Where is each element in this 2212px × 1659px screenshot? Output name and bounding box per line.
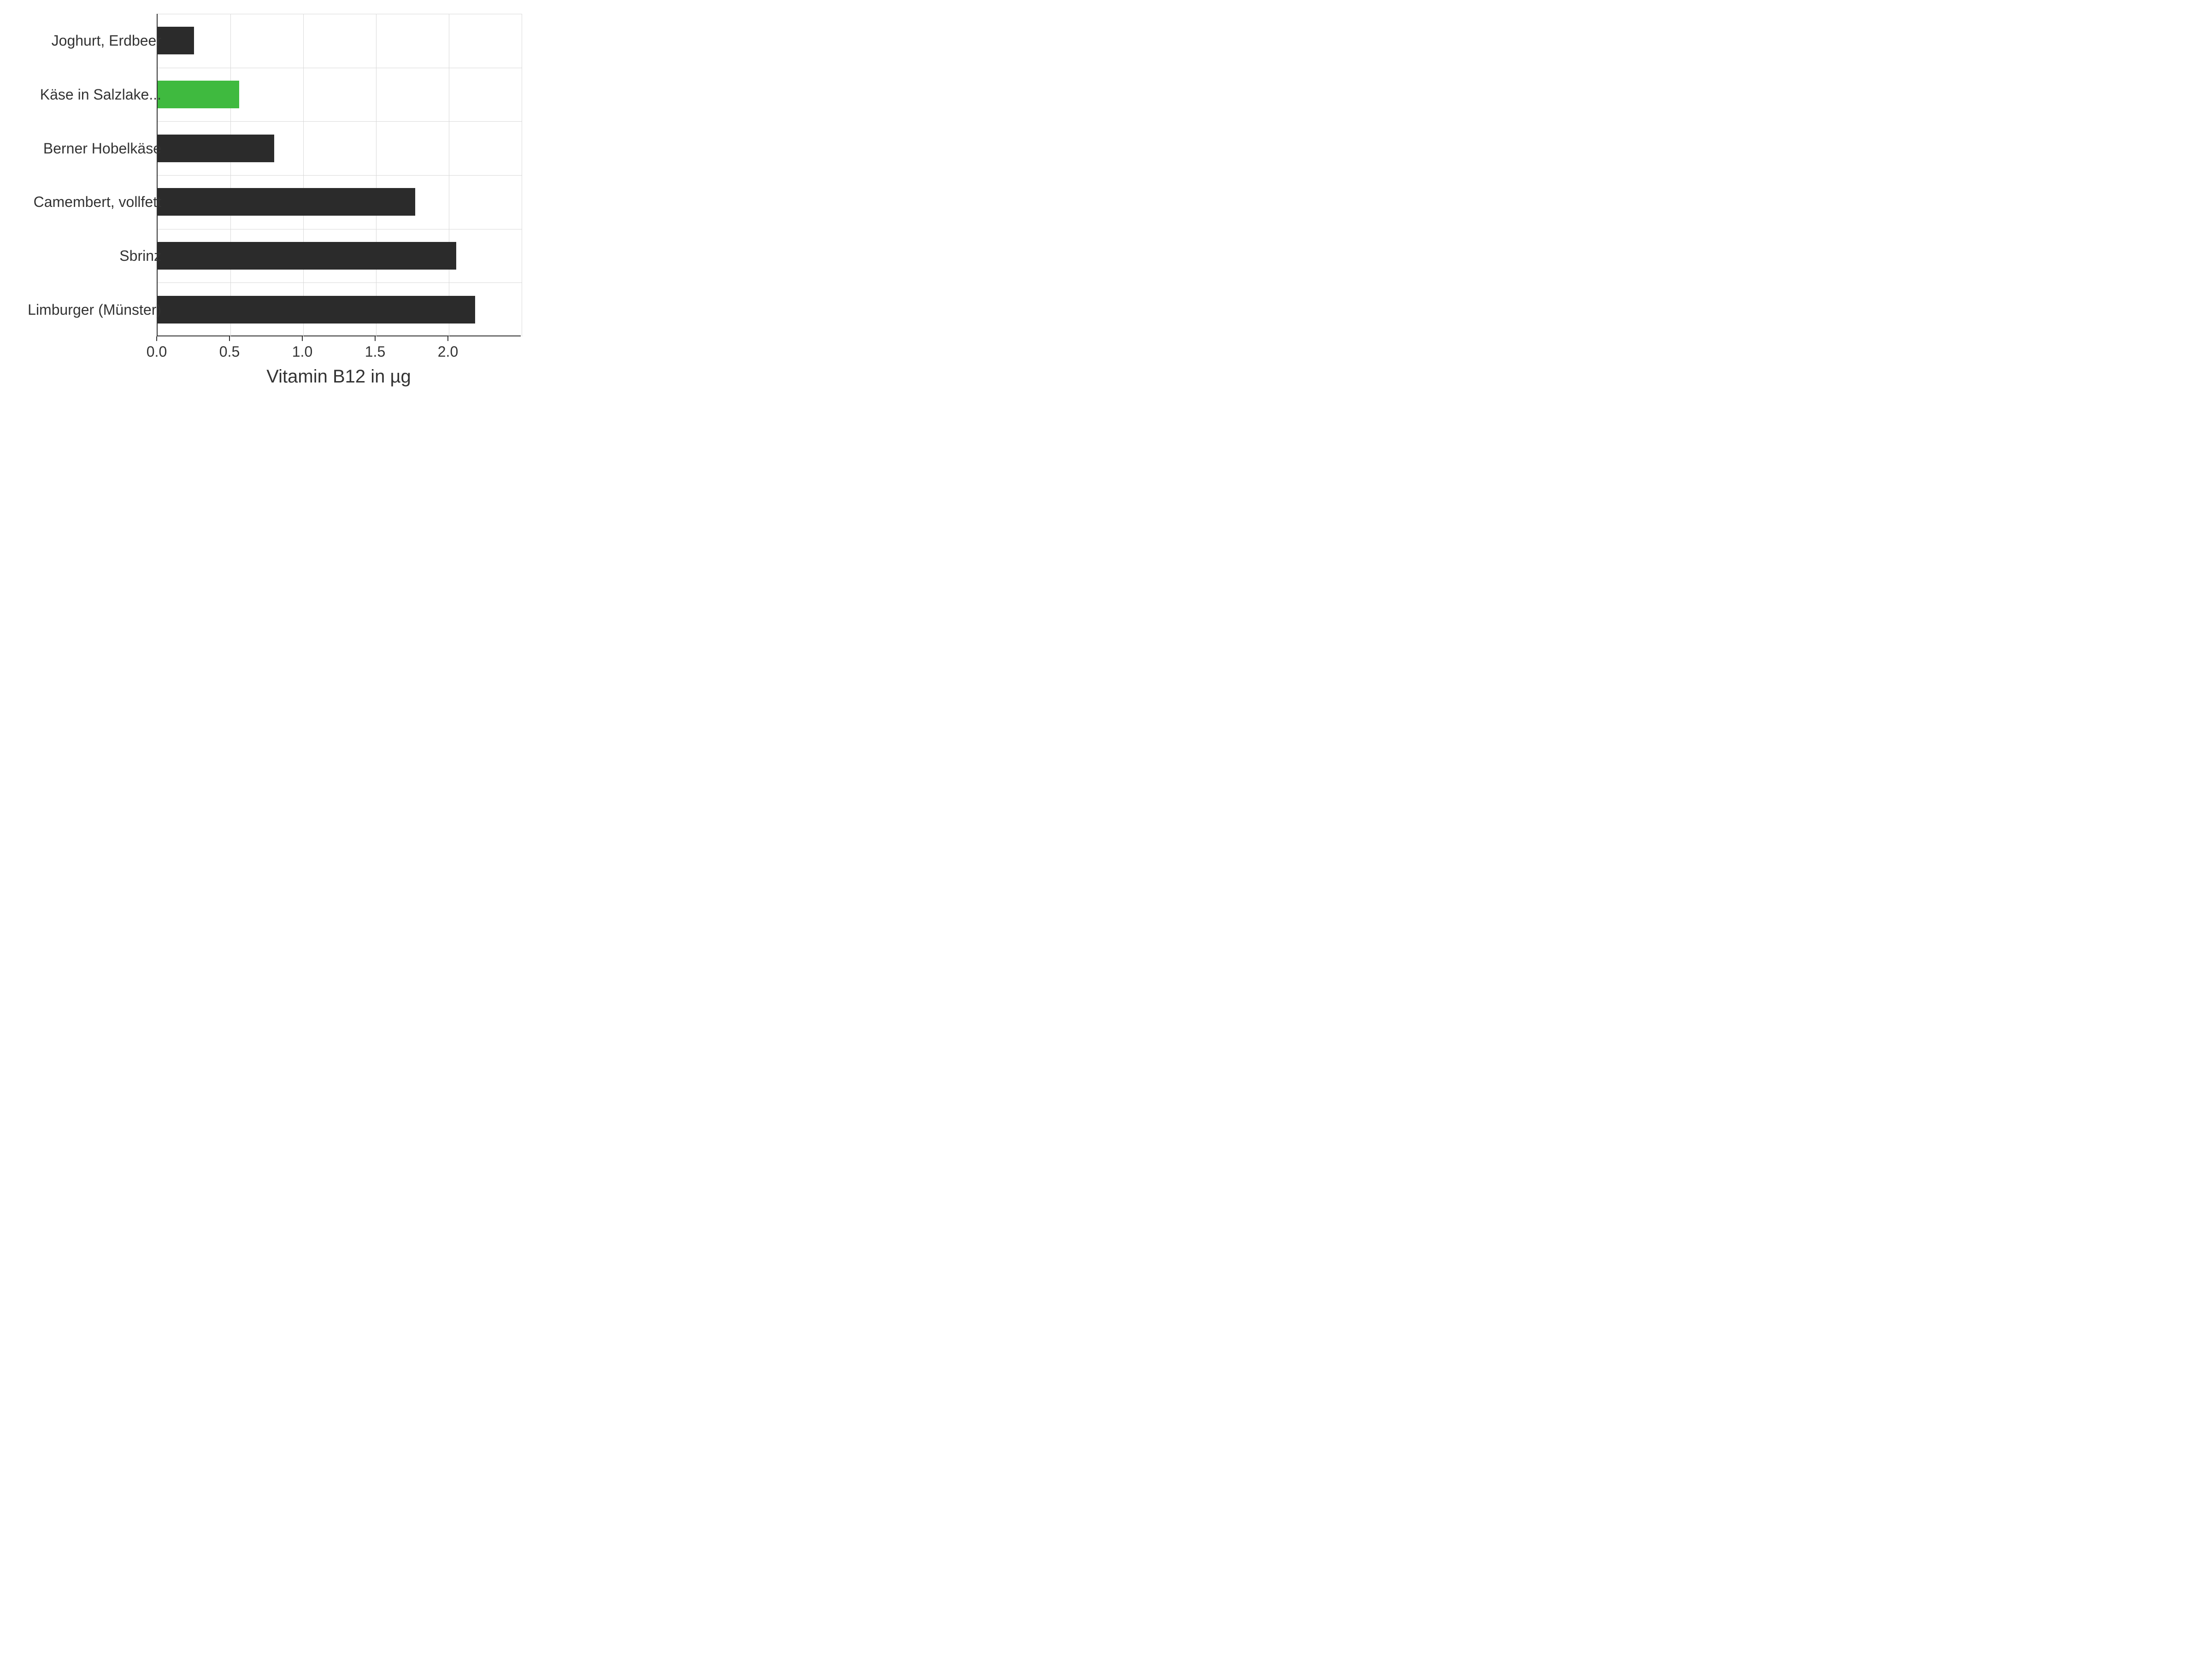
x-tick-label: 0.5 — [219, 343, 240, 360]
x-tick-label: 0.0 — [147, 343, 167, 360]
bar — [158, 188, 415, 216]
chart-container: Vitamin B12 in µg 0.0 0.5 1.0 1.5 2.0 Joghurt… — [18, 14, 535, 401]
gridline-horizontal — [158, 121, 522, 122]
y-category-label: Limburger (Münster) — [28, 302, 161, 317]
x-tick — [447, 336, 448, 341]
bar — [158, 27, 194, 54]
gridline-horizontal — [158, 175, 522, 176]
x-axis-title: Vitamin B12 in µg — [157, 366, 521, 387]
x-tick — [375, 336, 376, 341]
x-tick — [229, 336, 230, 341]
y-category-label: Sbrinz — [28, 248, 161, 263]
plot-area — [157, 14, 521, 336]
bar — [158, 296, 475, 324]
gridline-horizontal — [158, 282, 522, 283]
bar — [158, 135, 274, 162]
y-category-label: Camembert, vollfett — [28, 194, 161, 209]
y-category-label: Käse in Salzlake... — [28, 87, 161, 102]
x-tick — [156, 336, 157, 341]
y-category-label: Joghurt, Erdbeer — [28, 33, 161, 48]
x-tick-label: 1.0 — [292, 343, 312, 360]
bar — [158, 81, 239, 108]
x-tick-label: 1.5 — [365, 343, 385, 360]
x-tick-label: 2.0 — [438, 343, 458, 360]
x-tick — [302, 336, 303, 341]
bar — [158, 242, 456, 270]
y-category-label: Berner Hobelkäse — [28, 141, 161, 156]
